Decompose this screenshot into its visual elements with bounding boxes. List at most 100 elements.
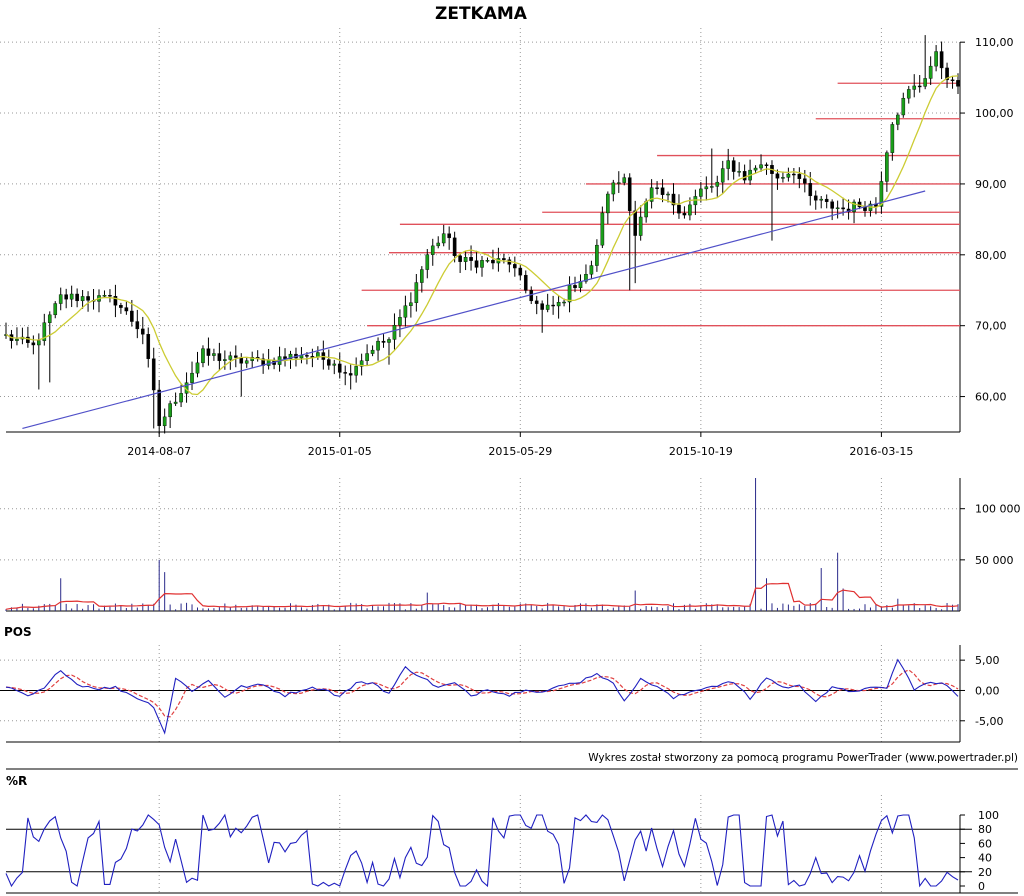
candle-body <box>939 51 944 69</box>
price-ytick-label: 70,00 <box>975 320 1007 333</box>
candle-body <box>660 187 665 195</box>
date-tick-label: 2015-10-19 <box>669 445 733 458</box>
candle-body <box>545 304 550 310</box>
candle-body <box>518 267 523 276</box>
candle-body <box>69 293 74 300</box>
candle-body <box>381 340 386 343</box>
candle-body <box>813 195 818 201</box>
candle-body <box>792 173 796 176</box>
candle-body <box>622 177 627 183</box>
candle-body <box>819 198 824 201</box>
candle-body <box>742 171 747 181</box>
candle-body <box>430 245 435 255</box>
candle-body <box>906 89 911 99</box>
candle-body <box>720 168 725 183</box>
price-ytick-label: 80,00 <box>975 249 1007 262</box>
candle-body <box>627 177 632 211</box>
candle-body <box>436 242 441 247</box>
candle-body <box>26 336 30 343</box>
candle-body <box>425 254 430 270</box>
candle-body <box>108 295 112 297</box>
candle-body <box>688 204 692 216</box>
candle-body <box>228 355 233 360</box>
candle-body <box>365 353 369 361</box>
candle-body <box>786 173 791 178</box>
candle-body <box>502 258 506 260</box>
candle-body <box>912 85 917 90</box>
candle-body <box>409 302 413 306</box>
candle-body <box>162 416 167 427</box>
volume-average-line <box>5 582 959 610</box>
candle-body <box>119 305 123 308</box>
candle-body <box>666 193 670 196</box>
candle-body <box>195 362 200 374</box>
candle-body <box>682 212 687 216</box>
wr-ytick-label: 60 <box>978 837 992 850</box>
price-ytick-label: 110,00 <box>975 36 1014 49</box>
candle-body <box>824 198 829 202</box>
candle-body <box>190 372 194 383</box>
candle-body <box>600 212 605 246</box>
candle-body <box>332 363 337 366</box>
candle-body <box>513 264 517 269</box>
pos-ytick-label: -5,00 <box>975 715 1003 728</box>
wr-ytick-label: 40 <box>978 852 992 865</box>
trendline <box>22 190 926 430</box>
candle-body <box>140 328 145 335</box>
candle-body <box>146 334 151 359</box>
candle-body <box>633 210 637 236</box>
candle-body <box>86 296 90 301</box>
candle-body <box>168 403 172 418</box>
candle-body <box>392 325 397 340</box>
candle-body <box>179 393 183 403</box>
candle-body <box>693 196 698 206</box>
candle-body <box>567 285 572 303</box>
candle-body <box>217 353 222 361</box>
candle-body <box>529 290 534 302</box>
candle-body <box>75 293 79 302</box>
candle-body <box>376 340 380 351</box>
candle-body <box>584 274 588 282</box>
candle-body <box>414 282 419 303</box>
candle-body <box>879 181 884 207</box>
candle-body <box>950 79 955 82</box>
candle-body <box>699 188 703 197</box>
candle-body <box>354 366 358 376</box>
candle-body <box>201 348 205 364</box>
candle-body <box>709 186 714 188</box>
candle-body <box>759 164 763 169</box>
volume-ytick-label: 50 000 <box>975 554 1014 567</box>
candle-body <box>655 187 659 189</box>
volume-panel: 50 000 100 000 <box>0 478 1021 612</box>
candle-body <box>441 233 446 244</box>
candle-body <box>781 177 785 179</box>
candle-body <box>534 300 539 304</box>
candle-body <box>463 257 468 262</box>
candle-body <box>830 201 834 209</box>
candle-body <box>130 310 134 322</box>
candle-body <box>841 207 845 210</box>
candle-body <box>638 216 643 236</box>
candle-body <box>731 160 736 172</box>
date-tick-label: 2016-03-15 <box>849 445 913 458</box>
candle-body <box>135 321 140 330</box>
candle-body <box>901 97 906 116</box>
candle-body <box>80 296 85 302</box>
candle-body <box>491 260 495 264</box>
candle-body <box>283 356 287 359</box>
candle-body <box>420 269 424 283</box>
candle-body <box>64 294 68 300</box>
candle-body <box>737 171 741 173</box>
candle-body <box>890 124 895 153</box>
candle-body <box>934 51 938 67</box>
candle-body <box>753 167 758 171</box>
wr-panel-label: %R <box>6 774 27 788</box>
candle-body <box>573 285 577 289</box>
candle-body <box>327 359 331 366</box>
candle-body <box>616 182 621 184</box>
credit-text: Wykres został stworzony za pomocą progra… <box>588 752 1018 764</box>
candle-body <box>928 65 933 79</box>
candle-body <box>124 307 129 312</box>
